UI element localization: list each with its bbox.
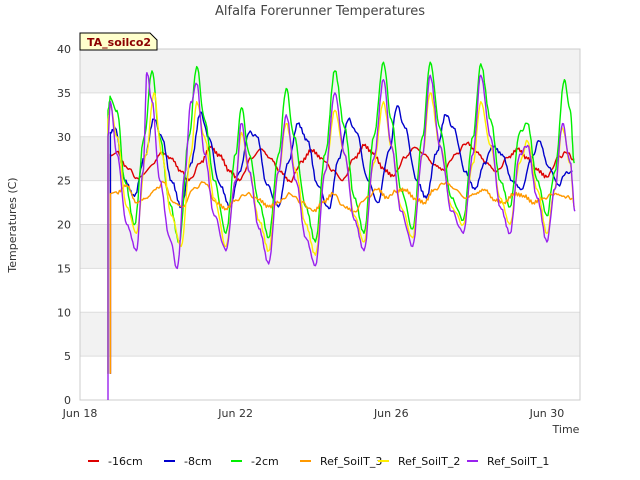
series-line-ref-soilt-2 (107, 92, 575, 374)
x-tick-label: Jun 30 (529, 407, 565, 420)
y-tick-label: 30 (57, 131, 71, 144)
grid-band (80, 224, 580, 269)
x-axis-ticks: Jun 18 Jun 22 Jun 26 Jun 30 (62, 407, 565, 420)
legend: -16cm -8cm -2cm Ref_SoilT_3 Ref_SoilT_2 Ref_S… (88, 455, 549, 468)
y-axis-ticks: 0 5 10 15 20 25 30 35 40 (57, 43, 71, 407)
annotation-badge-label: TA_soilco2 (87, 36, 151, 49)
series-line-ref-soilt-1 (107, 72, 576, 400)
y-tick-label: 35 (57, 87, 71, 100)
y-tick-label: 10 (57, 306, 71, 319)
legend-label: Ref_SoilT_3 (320, 455, 382, 468)
legend-label: -2cm (251, 455, 279, 468)
grid-band (80, 312, 580, 357)
y-axis-label: Temperatures (C) (6, 177, 19, 273)
y-tick-label: 25 (57, 175, 71, 188)
legend-label: Ref_SoilT_2 (398, 455, 460, 468)
chart-title: Alfalfa Forerunner Temperatures (215, 4, 425, 19)
x-tick-label: Jun 18 (62, 407, 98, 420)
legend-label: Ref_SoilT_1 (487, 455, 549, 468)
plot-frame (79, 48, 581, 401)
y-tick-label: 15 (57, 262, 71, 275)
y-tick-label: 20 (57, 219, 71, 232)
y-tick-label: 0 (64, 394, 71, 407)
series-lines (107, 61, 576, 400)
y-tick-label: 5 (64, 350, 71, 363)
annotation-badge-box (79, 32, 158, 51)
x-tick-label: Jun 26 (373, 407, 409, 420)
series-line--16cm (109, 141, 575, 374)
y-tick-label: 40 (57, 43, 71, 56)
series-line-ref-soilt-3 (109, 180, 573, 374)
x-tick-label: Jun 22 (217, 407, 253, 420)
legend-label: -16cm (108, 455, 143, 468)
legend-label: -8cm (184, 455, 212, 468)
x-axis-label: Time (552, 423, 580, 436)
grid-band (80, 49, 580, 93)
annotation-badge: TA_soilco2 (79, 32, 158, 51)
